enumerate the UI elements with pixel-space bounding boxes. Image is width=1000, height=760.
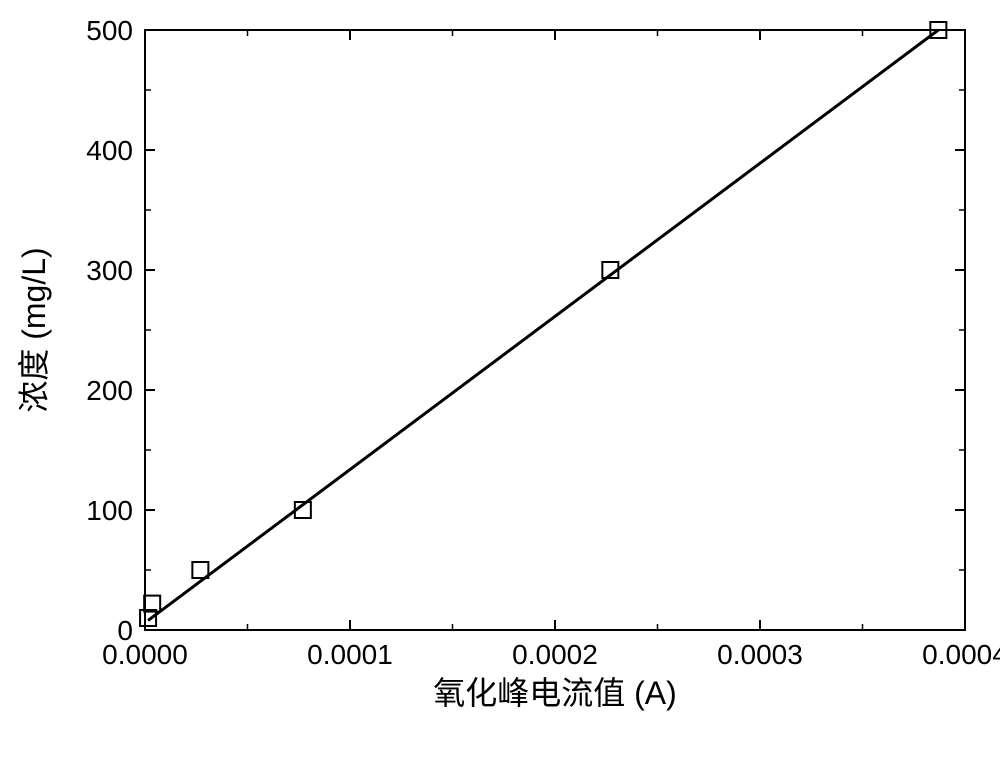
chart-container: 0.0000 0.0001 0.0002 0.0003 0.0004 0 100 200 300…: [0, 0, 1000, 760]
x-tick-label: 0.0002: [512, 639, 598, 670]
y-tick-label: 100: [86, 495, 133, 526]
y-tick-label: 200: [86, 375, 133, 406]
y-tick-label: 300: [86, 255, 133, 286]
x-tick-label: 0.0003: [717, 639, 803, 670]
y-tick-label: 0: [117, 615, 133, 646]
x-tick-label: 0.0000: [102, 639, 188, 670]
calibration-chart: 0.0000 0.0001 0.0002 0.0003 0.0004 0 100 200 300…: [0, 0, 1000, 760]
y-axis-label: 浓度 (mg/L): [16, 247, 52, 412]
x-tick-label: 0.0004: [922, 639, 1000, 670]
y-tick-label: 500: [86, 15, 133, 46]
x-tick-label: 0.0001: [307, 639, 393, 670]
x-axis-label: 氧化峰电流值 (A): [433, 675, 677, 711]
y-tick-label: 400: [86, 135, 133, 166]
